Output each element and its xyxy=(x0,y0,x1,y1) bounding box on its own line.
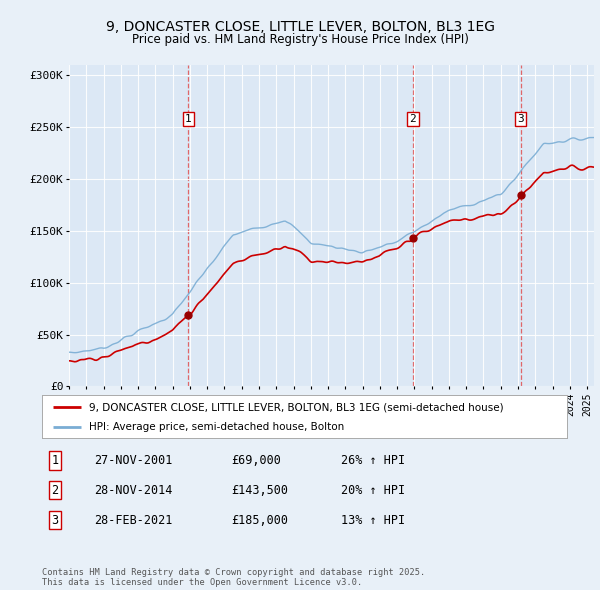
Text: 26% ↑ HPI: 26% ↑ HPI xyxy=(341,454,406,467)
Text: 1: 1 xyxy=(52,454,59,467)
Text: 27-NOV-2001: 27-NOV-2001 xyxy=(95,454,173,467)
Text: 13% ↑ HPI: 13% ↑ HPI xyxy=(341,514,406,527)
Text: 28-NOV-2014: 28-NOV-2014 xyxy=(95,484,173,497)
Text: £69,000: £69,000 xyxy=(231,454,281,467)
Text: Contains HM Land Registry data © Crown copyright and database right 2025.
This d: Contains HM Land Registry data © Crown c… xyxy=(42,568,425,587)
Text: 28-FEB-2021: 28-FEB-2021 xyxy=(95,514,173,527)
Text: 9, DONCASTER CLOSE, LITTLE LEVER, BOLTON, BL3 1EG (semi-detached house): 9, DONCASTER CLOSE, LITTLE LEVER, BOLTON… xyxy=(89,402,504,412)
Text: £143,500: £143,500 xyxy=(231,484,288,497)
Text: £185,000: £185,000 xyxy=(231,514,288,527)
Text: 2: 2 xyxy=(52,484,59,497)
Text: 3: 3 xyxy=(52,514,59,527)
Text: 3: 3 xyxy=(518,114,524,124)
Text: 2: 2 xyxy=(410,114,416,124)
Text: HPI: Average price, semi-detached house, Bolton: HPI: Average price, semi-detached house,… xyxy=(89,422,344,432)
Text: Price paid vs. HM Land Registry's House Price Index (HPI): Price paid vs. HM Land Registry's House … xyxy=(131,33,469,46)
Text: 1: 1 xyxy=(185,114,192,124)
Text: 9, DONCASTER CLOSE, LITTLE LEVER, BOLTON, BL3 1EG: 9, DONCASTER CLOSE, LITTLE LEVER, BOLTON… xyxy=(106,19,494,34)
Text: 20% ↑ HPI: 20% ↑ HPI xyxy=(341,484,406,497)
